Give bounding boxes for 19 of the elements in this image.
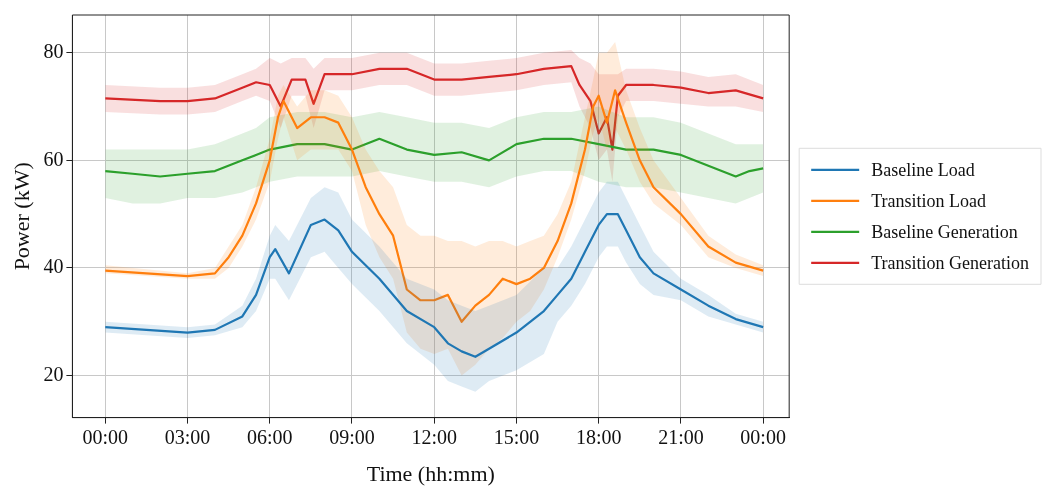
legend-label: Baseline Load — [871, 159, 975, 180]
x-tick-label: 15:00 — [493, 425, 540, 448]
x-axis-title: Time (hh:mm) — [366, 460, 495, 486]
legend-label: Transition Load — [871, 190, 987, 211]
y-tick-label: 20 — [43, 362, 64, 385]
x-tick-label: 00:00 — [740, 425, 786, 448]
legend-label: Baseline Generation — [871, 221, 1018, 242]
x-tick-label: 06:00 — [246, 425, 293, 448]
x-tick-label: 18:00 — [575, 425, 622, 448]
y-tick-label: 60 — [43, 147, 64, 170]
y-tick-label: 80 — [43, 39, 64, 62]
y-tick-label: 40 — [43, 255, 64, 278]
x-tick-label: 00:00 — [82, 425, 129, 448]
y-axis-title: Power (kW) — [8, 162, 34, 271]
x-tick-label: 09:00 — [329, 425, 375, 448]
x-tick-label: 12:00 — [411, 425, 457, 448]
x-tick-label: 21:00 — [658, 425, 704, 448]
legend-label: Transition Generation — [871, 252, 1030, 273]
x-tick-label: 03:00 — [164, 425, 211, 448]
